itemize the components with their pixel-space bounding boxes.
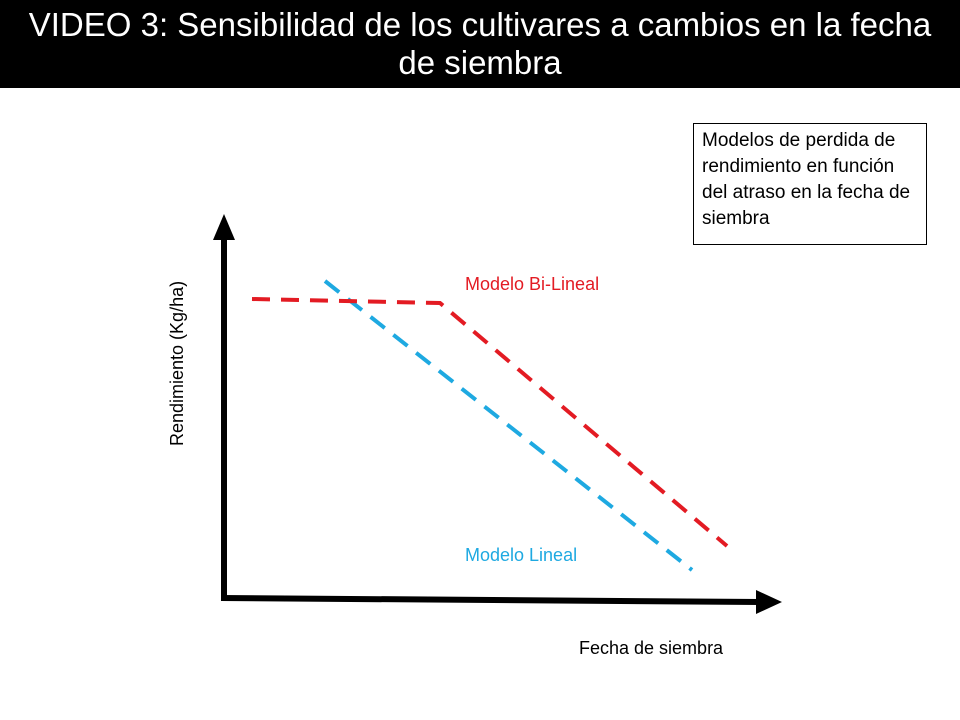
note-box: Modelos de perdida de rendimiento en fun… <box>693 123 927 245</box>
y-axis-label: Rendimiento (Kg/ha) <box>167 281 187 446</box>
x-axis-label: Fecha de siembra <box>579 638 724 658</box>
bilinear-model-line <box>251 297 729 548</box>
linear-model-line <box>323 279 694 572</box>
title-bar: VIDEO 3: Sensibilidad de los cultivares … <box>0 0 960 88</box>
bilinear-model-label: Modelo Bi-Lineal <box>465 274 599 294</box>
y-axis-arrow-icon <box>213 214 235 240</box>
linear-model-label: Modelo Lineal <box>465 545 577 565</box>
x-axis-arrow-icon <box>756 590 782 614</box>
x-axis <box>220 595 761 605</box>
slide-title: VIDEO 3: Sensibilidad de los cultivares … <box>28 6 932 81</box>
